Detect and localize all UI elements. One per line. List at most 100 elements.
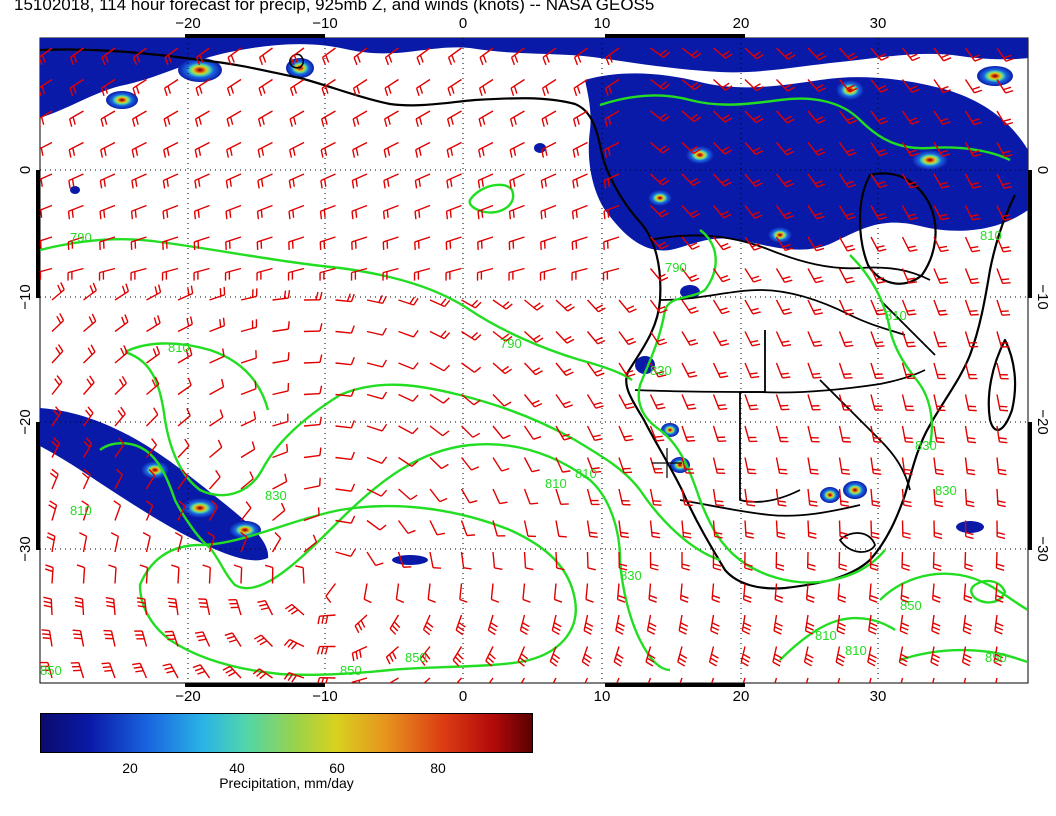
wind-barb — [963, 677, 967, 683]
wind-barb — [995, 551, 1005, 572]
wind-barb — [177, 285, 194, 301]
wind-barb — [134, 630, 148, 647]
wind-barb — [681, 551, 690, 571]
wind-barb — [681, 520, 692, 539]
wind-barb — [804, 614, 815, 635]
wind-barb — [492, 330, 513, 342]
contour-810-inner — [124, 342, 270, 411]
wind-barb — [145, 469, 156, 490]
wind-barb — [933, 205, 950, 221]
wind-barb — [964, 110, 982, 126]
wind-barb — [679, 677, 683, 683]
wind-barb — [51, 313, 65, 333]
wind-barb — [898, 646, 909, 667]
wind-barb — [964, 520, 974, 540]
wind-barb — [103, 629, 116, 647]
wind-barb — [509, 141, 525, 158]
wind-barb — [461, 299, 482, 309]
wind-barb — [964, 394, 977, 412]
wind-barb — [806, 551, 816, 571]
wind-barb — [398, 296, 419, 306]
wind-barb — [649, 425, 665, 442]
wind-barb — [613, 646, 624, 667]
colorbar-gradient — [40, 713, 533, 753]
wind-barb — [452, 646, 464, 667]
wind-barb — [288, 204, 305, 220]
wind-barb — [712, 142, 732, 155]
wind-barb — [868, 677, 872, 683]
wind-barb — [82, 375, 95, 395]
contour-label: 850 — [40, 663, 62, 678]
wind-barb — [460, 488, 478, 504]
wind-barb — [461, 330, 482, 341]
wind-barb — [398, 329, 419, 338]
wind-barb — [994, 614, 1004, 635]
lon-tick-top: 30 — [870, 15, 887, 32]
wind-barb — [257, 110, 273, 127]
wind-barb — [870, 425, 883, 443]
wind-barb — [870, 520, 880, 540]
wind-barb — [163, 141, 179, 158]
wind-barb — [618, 551, 628, 571]
wind-barb — [492, 457, 510, 472]
wind-barb — [775, 520, 786, 539]
wind-barb — [319, 204, 336, 220]
wind-barb — [646, 614, 657, 635]
wind-barb — [114, 314, 129, 333]
wind-barb — [901, 551, 911, 571]
colorbar-tick: 60 — [329, 760, 345, 776]
wind-barb — [586, 425, 603, 442]
wind-barb — [289, 110, 305, 127]
wind-barb — [712, 394, 728, 411]
precip-south-atlantic — [40, 408, 269, 561]
wind-barb — [555, 488, 569, 505]
wind-barb — [100, 78, 116, 97]
wind-barb — [335, 420, 355, 429]
wind-barb — [649, 394, 666, 410]
wind-barb — [712, 551, 722, 571]
wind-barb — [996, 79, 1014, 94]
wind-barb — [650, 78, 671, 90]
precip-congo-basin — [585, 73, 1028, 251]
wind-barb — [744, 425, 758, 443]
wind-barb — [492, 520, 506, 537]
wind-barb — [222, 665, 242, 679]
wind-barb — [838, 268, 855, 284]
wind-barb — [240, 471, 254, 490]
wind-barb — [423, 677, 431, 683]
wind-barb — [775, 488, 787, 507]
wind-barb — [209, 439, 223, 459]
wind-barb — [446, 141, 462, 158]
wind-barb — [209, 409, 224, 427]
contour-labels: 790 790 810 810 810 830 830 810 850 850 850 810 810 8… — [40, 228, 1007, 678]
lon-tick-top: 20 — [733, 15, 750, 32]
wind-barb — [352, 110, 368, 127]
wind-barb — [177, 316, 193, 333]
wind-barb — [366, 488, 388, 497]
wind-barb — [586, 520, 598, 538]
wind-barb — [240, 380, 257, 396]
wind-barb — [288, 173, 305, 189]
wind-barb — [114, 406, 126, 427]
wind-barb — [508, 236, 525, 250]
wind-barb — [901, 362, 915, 380]
wind-barb — [429, 362, 451, 372]
wind-barb — [618, 299, 637, 313]
wind-barb — [964, 142, 982, 158]
contour-east-inland — [849, 254, 934, 446]
wind-barbs — [40, 47, 1014, 683]
wind-barb — [775, 268, 793, 283]
lon-tick-top: 10 — [594, 15, 611, 32]
wind-barb — [744, 205, 763, 219]
wind-barb — [996, 488, 1006, 508]
wind-barb — [272, 382, 290, 396]
wind-barb — [870, 362, 884, 379]
wind-barb — [741, 614, 752, 635]
wind-barb — [775, 79, 795, 92]
wind-barb — [868, 614, 878, 635]
wind-barb — [744, 520, 755, 539]
wind-barb — [838, 425, 851, 443]
wind-barb — [870, 205, 887, 221]
wind-barb — [964, 173, 981, 189]
wind-barb — [142, 532, 151, 553]
